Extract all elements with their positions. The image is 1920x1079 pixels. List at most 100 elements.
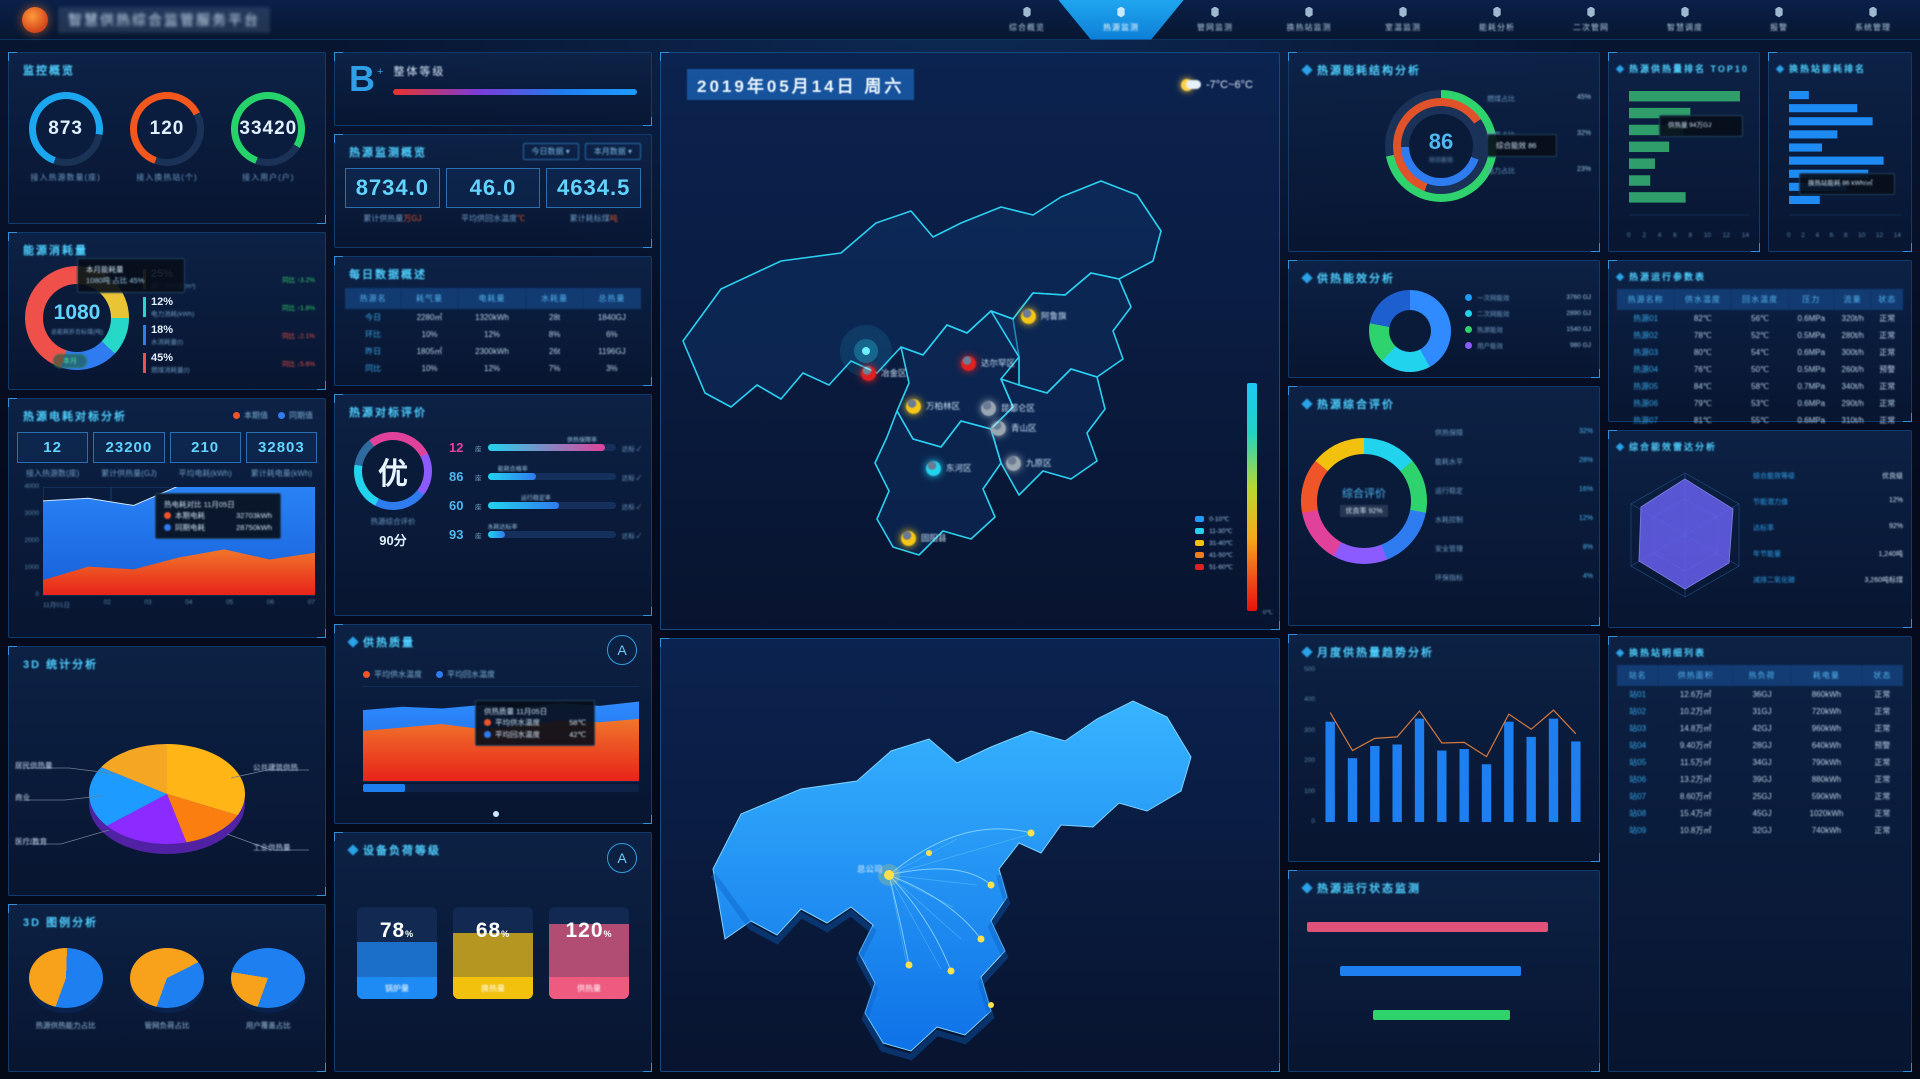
hbar-5[interactable] [1629, 175, 1651, 186]
table-row[interactable]: 热源06 79℃ 53℃ 0.6MPa 290t/h 正常 [1617, 395, 1903, 412]
bar-5[interactable] [1437, 750, 1447, 822]
pie-body[interactable] [129, 948, 204, 1008]
radar-detail-1: 节能潜力值 12% [1753, 497, 1903, 506]
map-marker-5[interactable] [991, 421, 1006, 436]
table-row[interactable]: 站04 9.40万㎡ 28GJ 640kWh 预警 [1617, 737, 1903, 754]
bar-8[interactable] [1504, 721, 1514, 822]
hbar-4[interactable] [1629, 158, 1655, 169]
hbar-2[interactable] [1629, 124, 1684, 136]
dispatch-map-svg[interactable] [661, 639, 1281, 1073]
period-buttons[interactable]: 今日数据 ▾ 本月数据 ▾ [522, 135, 641, 160]
map-marker-1[interactable] [1021, 309, 1036, 324]
map-marker-4[interactable] [981, 401, 996, 416]
table-cell: 340t/h [1841, 382, 1864, 391]
table-row[interactable]: 站01 12.6万㎡ 36GJ 860kWh 正常 [1617, 686, 1903, 703]
bar-1[interactable] [1347, 758, 1358, 822]
hbar-3[interactable] [1789, 130, 1838, 139]
table-row[interactable]: 热源05 84℃ 58℃ 0.7MPa 340t/h 正常 [1617, 378, 1903, 395]
pie-slice-3[interactable] [89, 767, 167, 826]
map-marker-2[interactable] [961, 356, 976, 371]
table-row[interactable]: 环比 10% 12% 8% 6% [345, 326, 641, 343]
pie-body[interactable] [28, 948, 103, 1008]
bar-2[interactable] [1370, 746, 1380, 822]
table-row[interactable]: 今日 2280㎥ 1320kWh 28t 1840GJ [345, 309, 641, 326]
hbar-8[interactable] [1789, 195, 1820, 205]
table-cell: 站07 [1629, 792, 1647, 801]
load-badge[interactable]: A [607, 843, 637, 873]
period-button-1[interactable]: 本月数据 ▾ [584, 143, 641, 160]
table-row[interactable]: 站06 13.2万㎡ 39GJ 880kWh 正常 [1617, 771, 1903, 788]
table-row[interactable]: 站03 14.8万㎡ 42GJ 960kWh 正常 [1617, 720, 1903, 737]
map-marker-8[interactable] [901, 531, 916, 546]
table-row[interactable]: 站08 15.4万㎡ 45GJ 1020kWh 正常 [1617, 805, 1903, 822]
chart-scrollbar-track[interactable] [363, 784, 639, 792]
bar-9[interactable] [1526, 736, 1536, 822]
radar-detail-3: 年节能量 1,240吨 [1753, 551, 1903, 558]
hbar-6[interactable] [1629, 192, 1686, 203]
hbar-0[interactable] [1629, 91, 1740, 102]
main-nav[interactable]: 综合概览 热源监测 管网监测 换热站监测 室温监测 能耗分析 二次管网 智慧调度 报警 系统管理 [300, 0, 1920, 40]
x-tick: 07 [307, 599, 315, 606]
nav-item-3[interactable]: 换热站监测 [1262, 0, 1356, 40]
table-row[interactable]: 热源07 81℃ 55℃ 0.6MPa 310t/h 正常 [1617, 412, 1903, 429]
hbar-4[interactable] [1789, 143, 1822, 152]
kpi-card-2[interactable]: 120% 供热量 [549, 907, 629, 999]
bar-0[interactable] [1325, 721, 1335, 822]
carousel-dot[interactable] [493, 811, 499, 817]
nav-item-2[interactable]: 管网监测 [1168, 0, 1262, 40]
table-row[interactable]: 热源03 80℃ 54℃ 0.6MPa 300t/h 正常 [1617, 344, 1903, 361]
nav-item-6[interactable]: 二次管网 [1544, 0, 1638, 40]
energy-period-badge[interactable]: 本月 [53, 354, 87, 368]
bar-3[interactable] [1392, 744, 1402, 822]
pie-slice-4[interactable] [101, 744, 167, 794]
x-tick: 02 [103, 599, 111, 606]
hbar-1[interactable] [1629, 107, 1691, 119]
energy-icon [1493, 6, 1501, 18]
hbar-2[interactable] [1789, 117, 1873, 126]
nav-item-5[interactable]: 能耗分析 [1450, 0, 1544, 40]
table-row[interactable]: 热源02 78℃ 52℃ 0.5MPa 280t/h 正常 [1617, 327, 1903, 344]
nav-item-4[interactable]: 室温监测 [1356, 0, 1450, 40]
kpi-card-1[interactable]: 68% 换热量 [453, 907, 533, 999]
pie-slice-1[interactable] [167, 794, 238, 843]
bar-6[interactable] [1459, 749, 1469, 822]
nav-item-0[interactable]: 综合概览 [980, 0, 1074, 40]
eval-row-4: 安全管理 8% [1435, 544, 1593, 553]
table-row[interactable]: 站05 11.5万㎡ 34GJ 790kWh 正常 [1617, 754, 1903, 771]
eval-row-2: 运行稳定 16% [1435, 486, 1593, 495]
kpi-card-0[interactable]: 78% 锅炉量 [357, 907, 437, 999]
map-marker-3[interactable] [906, 399, 921, 414]
pie-slice-2[interactable] [106, 794, 187, 844]
kpi-label: 供热量 [577, 984, 601, 993]
bar-fill [487, 473, 537, 480]
hbar-5[interactable] [1789, 156, 1884, 165]
hbar-3[interactable] [1629, 141, 1670, 153]
map-marker-6[interactable] [926, 461, 941, 476]
quality-badge[interactable]: A [607, 635, 637, 665]
hbar-0[interactable] [1789, 91, 1809, 100]
radar-detail-0: 综合能效等级 优良级 [1753, 473, 1903, 480]
map-marker-0[interactable] [861, 366, 876, 381]
chart-scrollbar-thumb[interactable] [363, 784, 405, 792]
hbar-1[interactable] [1789, 104, 1858, 113]
nav-item-7[interactable]: 智慧调度 [1638, 0, 1732, 40]
table-row[interactable]: 站02 10.2万㎡ 31GJ 720kWh 正常 [1617, 703, 1903, 720]
nav-item-1[interactable]: 热源监测 [1074, 0, 1168, 40]
map-markers[interactable]: 冶金区 阿鲁旗 达尔罕区 万柏林区 昆都仑区 青山区 东河区 九原区 固阳县 [661, 111, 1281, 611]
table-row[interactable]: 站07 8.60万㎡ 25GJ 590kWh 正常 [1617, 788, 1903, 805]
bar-10[interactable] [1548, 718, 1559, 822]
period-button-0[interactable]: 今日数据 ▾ [522, 143, 579, 160]
table-row[interactable]: 站09 10.8万㎡ 32GJ 740kWh 正常 [1617, 822, 1903, 839]
table-row[interactable]: 热源01 82℃ 56℃ 0.6MPa 320t/h 正常 [1617, 310, 1903, 327]
table-row[interactable]: 同比 10% 12% 7% 3% [345, 360, 641, 377]
pie-slice-0[interactable] [167, 744, 245, 816]
nav-item-8[interactable]: 报警 [1732, 0, 1826, 40]
table-row[interactable]: 昨日 1805㎥ 2300kWh 26t 1196GJ [345, 343, 641, 360]
map-marker-7[interactable] [1006, 456, 1021, 471]
pie-body[interactable] [231, 948, 306, 1008]
bar-7[interactable] [1481, 764, 1492, 822]
nav-item-9[interactable]: 系统管理 [1826, 0, 1920, 40]
table-row[interactable]: 热源04 76℃ 50℃ 0.5MPa 260t/h 预警 [1617, 361, 1903, 378]
bar-4[interactable] [1414, 718, 1425, 822]
bar-11[interactable] [1571, 741, 1581, 822]
